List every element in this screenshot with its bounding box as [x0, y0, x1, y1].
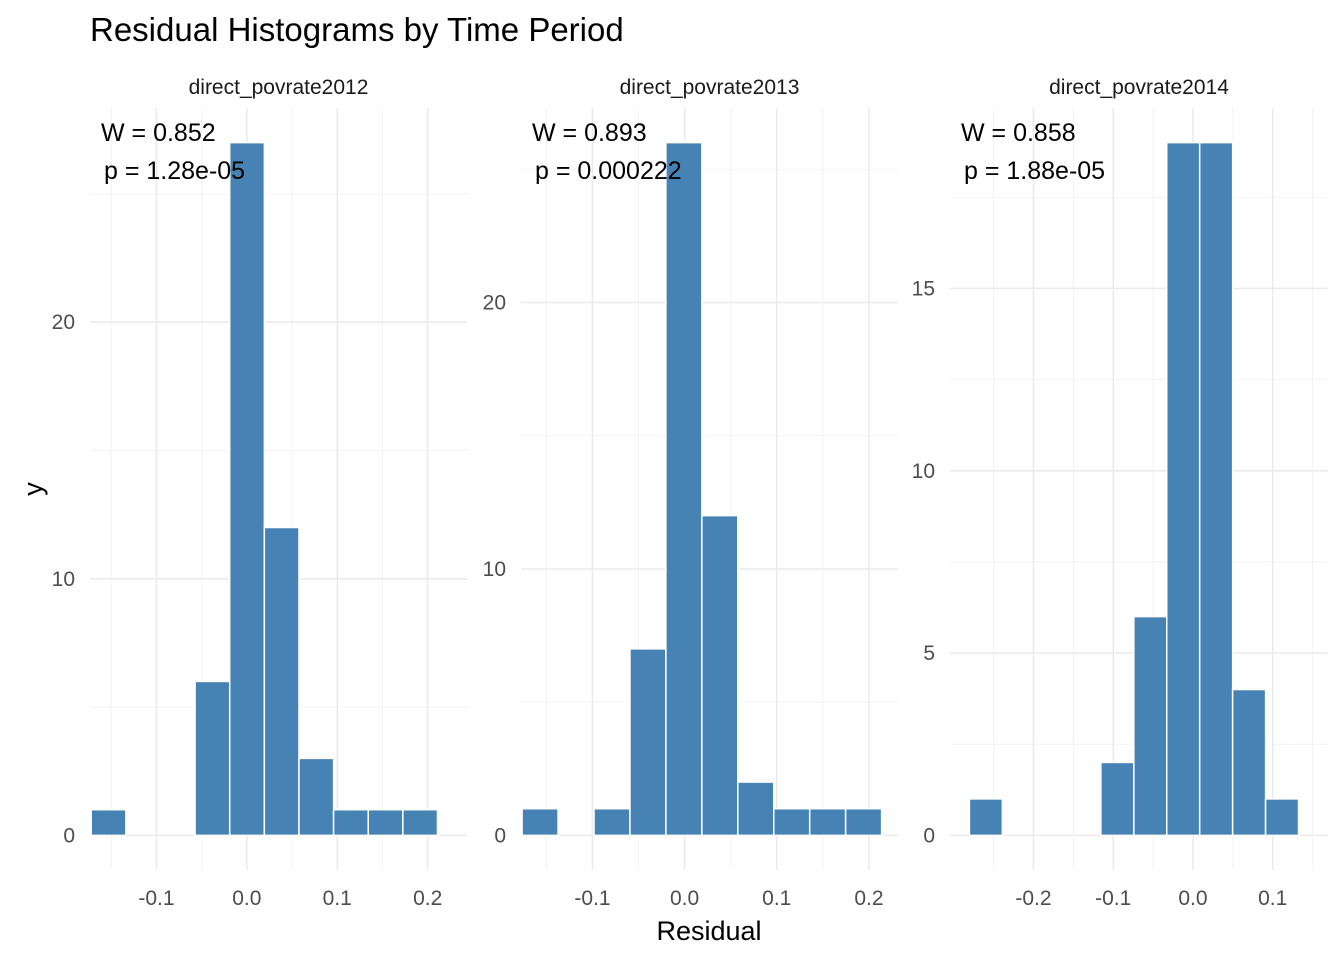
histogram-bar [665, 141, 703, 837]
x-tick-label: -0.2 [1015, 887, 1051, 910]
y-axis-label: y [18, 482, 48, 496]
histogram-bar [593, 807, 631, 837]
y-tick-label: 5 [923, 642, 935, 665]
panel-2: -0.1 0.0 0.1 0.2 0 10 20 direct_povrate2013 W = … [483, 76, 898, 910]
shapiro-p-annotation: p = 0.000222 [535, 157, 682, 185]
x-tick-label: 0.1 [1258, 887, 1287, 910]
y-tick-label: 20 [52, 311, 75, 334]
shapiro-w-annotation: W = 0.852 [101, 119, 216, 147]
histogram-bar [1133, 615, 1168, 837]
panel-3: -0.2 -0.1 0.0 0.1 0 5 10 15 direct_povrate2014 W … [912, 76, 1328, 910]
y-tick-label: 10 [52, 568, 75, 591]
facet-panels: -0.1 0.0 0.1 0.2 0 10 20 direct_povrate2012 W = … [52, 76, 1328, 910]
chart-title: Residual Histograms by Time Period [90, 11, 624, 48]
histogram-bar [844, 807, 883, 837]
histogram-bar [629, 648, 667, 837]
x-tick-label: 0.0 [1178, 887, 1207, 910]
histogram-bar [521, 807, 559, 837]
panel-1: -0.1 0.0 0.1 0.2 0 10 20 direct_povrate2012 W = … [52, 76, 467, 910]
x-tick-label: 0.2 [413, 887, 442, 910]
histogram-bar [402, 808, 439, 837]
shapiro-p-annotation: p = 1.28e-05 [104, 157, 245, 185]
x-tick-label: -0.1 [1095, 887, 1131, 910]
histogram-bar [737, 781, 775, 837]
shapiro-p-annotation: p = 1.88e-05 [964, 157, 1105, 185]
histogram-bar [1264, 798, 1300, 837]
y-tick-label: 15 [912, 277, 935, 300]
histogram-bar [1231, 688, 1267, 837]
y-tick-label: 0 [63, 824, 75, 847]
histogram-bar [367, 808, 404, 837]
shapiro-w-annotation: W = 0.858 [961, 119, 1076, 147]
y-tick-label: 0 [494, 824, 506, 847]
histogram-bar [194, 680, 231, 837]
histogram-bar [808, 807, 847, 837]
histogram-bar [701, 514, 739, 837]
x-tick-label: 0.2 [854, 887, 883, 910]
histogram-bar [298, 757, 335, 837]
facet-strip-label: direct_povrate2013 [620, 76, 800, 99]
x-tick-label: 0.1 [323, 887, 352, 910]
x-tick-label: 0.1 [762, 887, 791, 910]
x-tick-label: 0.0 [232, 887, 261, 910]
y-tick-label: 0 [923, 824, 935, 847]
x-axis-label: Residual [656, 916, 761, 946]
x-tick-label: 0.0 [670, 887, 699, 910]
histogram-bar [968, 798, 1004, 837]
x-tick-label: -0.1 [138, 887, 174, 910]
facet-strip-label: direct_povrate2014 [1049, 76, 1229, 99]
facet-strip-label: direct_povrate2012 [189, 76, 369, 99]
y-tick-label: 10 [483, 558, 506, 581]
x-tick-label: -0.1 [574, 887, 610, 910]
histogram-bar [263, 526, 300, 837]
histogram-bar [1198, 141, 1234, 837]
shapiro-w-annotation: W = 0.893 [532, 119, 647, 147]
histogram-bar [1166, 141, 1201, 837]
histogram-bar [1100, 761, 1135, 837]
histogram-bar [228, 141, 266, 837]
histogram-bar [772, 807, 811, 837]
histogram-bar [90, 808, 127, 837]
y-tick-label: 10 [912, 460, 935, 483]
histogram-bar [332, 808, 369, 837]
y-tick-label: 20 [483, 291, 506, 314]
